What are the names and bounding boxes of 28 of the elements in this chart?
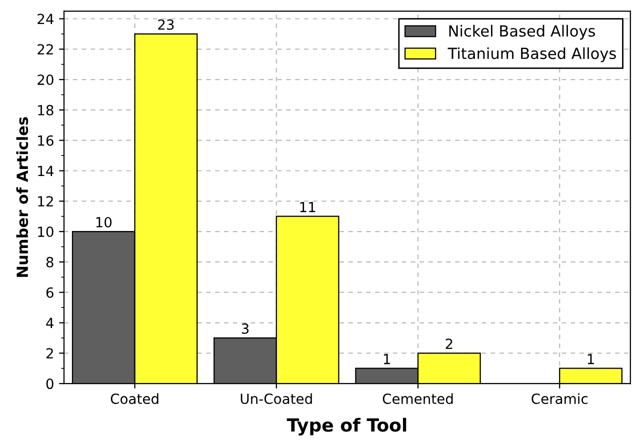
x-tick-label: Ceramic [532,393,588,404]
y-tick-label: 0 [46,378,54,390]
y-tick-label: 22 [38,44,53,54]
data-label: 23 [158,19,174,30]
y-tick-label: 2 [46,348,53,358]
x-tick-label: Cemented [382,393,453,404]
y-tick-label: 16 [38,135,54,146]
data-label: 10 [96,216,112,228]
data-label: 1 [384,354,390,364]
y-tick-label: 6 [46,287,54,298]
x-axis-title: Type of Tool [286,418,406,436]
y-tick-label: 4 [46,318,54,328]
y-axis-title: Number of Articles [16,117,28,277]
y-tick-label: 20 [38,74,54,86]
y-tick-label: 24 [38,14,54,24]
data-label: 11 [300,202,316,212]
y-tick-label: 10 [38,226,54,238]
legend-label: Titanium Based Alloys [448,47,616,62]
x-tick-label: Un-Coated [240,393,312,404]
y-tick-label: 18 [38,104,54,116]
y-tick-label: 12 [38,196,53,206]
y-tick-label: 14 [38,166,54,176]
legend-label: Nickel Based Alloys [449,24,595,40]
data-label: 2 [446,338,452,349]
data-label: 1 [588,354,594,364]
x-tick-label: Coated [110,393,158,404]
y-tick-label: 8 [46,256,54,268]
data-label: 3 [242,323,249,334]
